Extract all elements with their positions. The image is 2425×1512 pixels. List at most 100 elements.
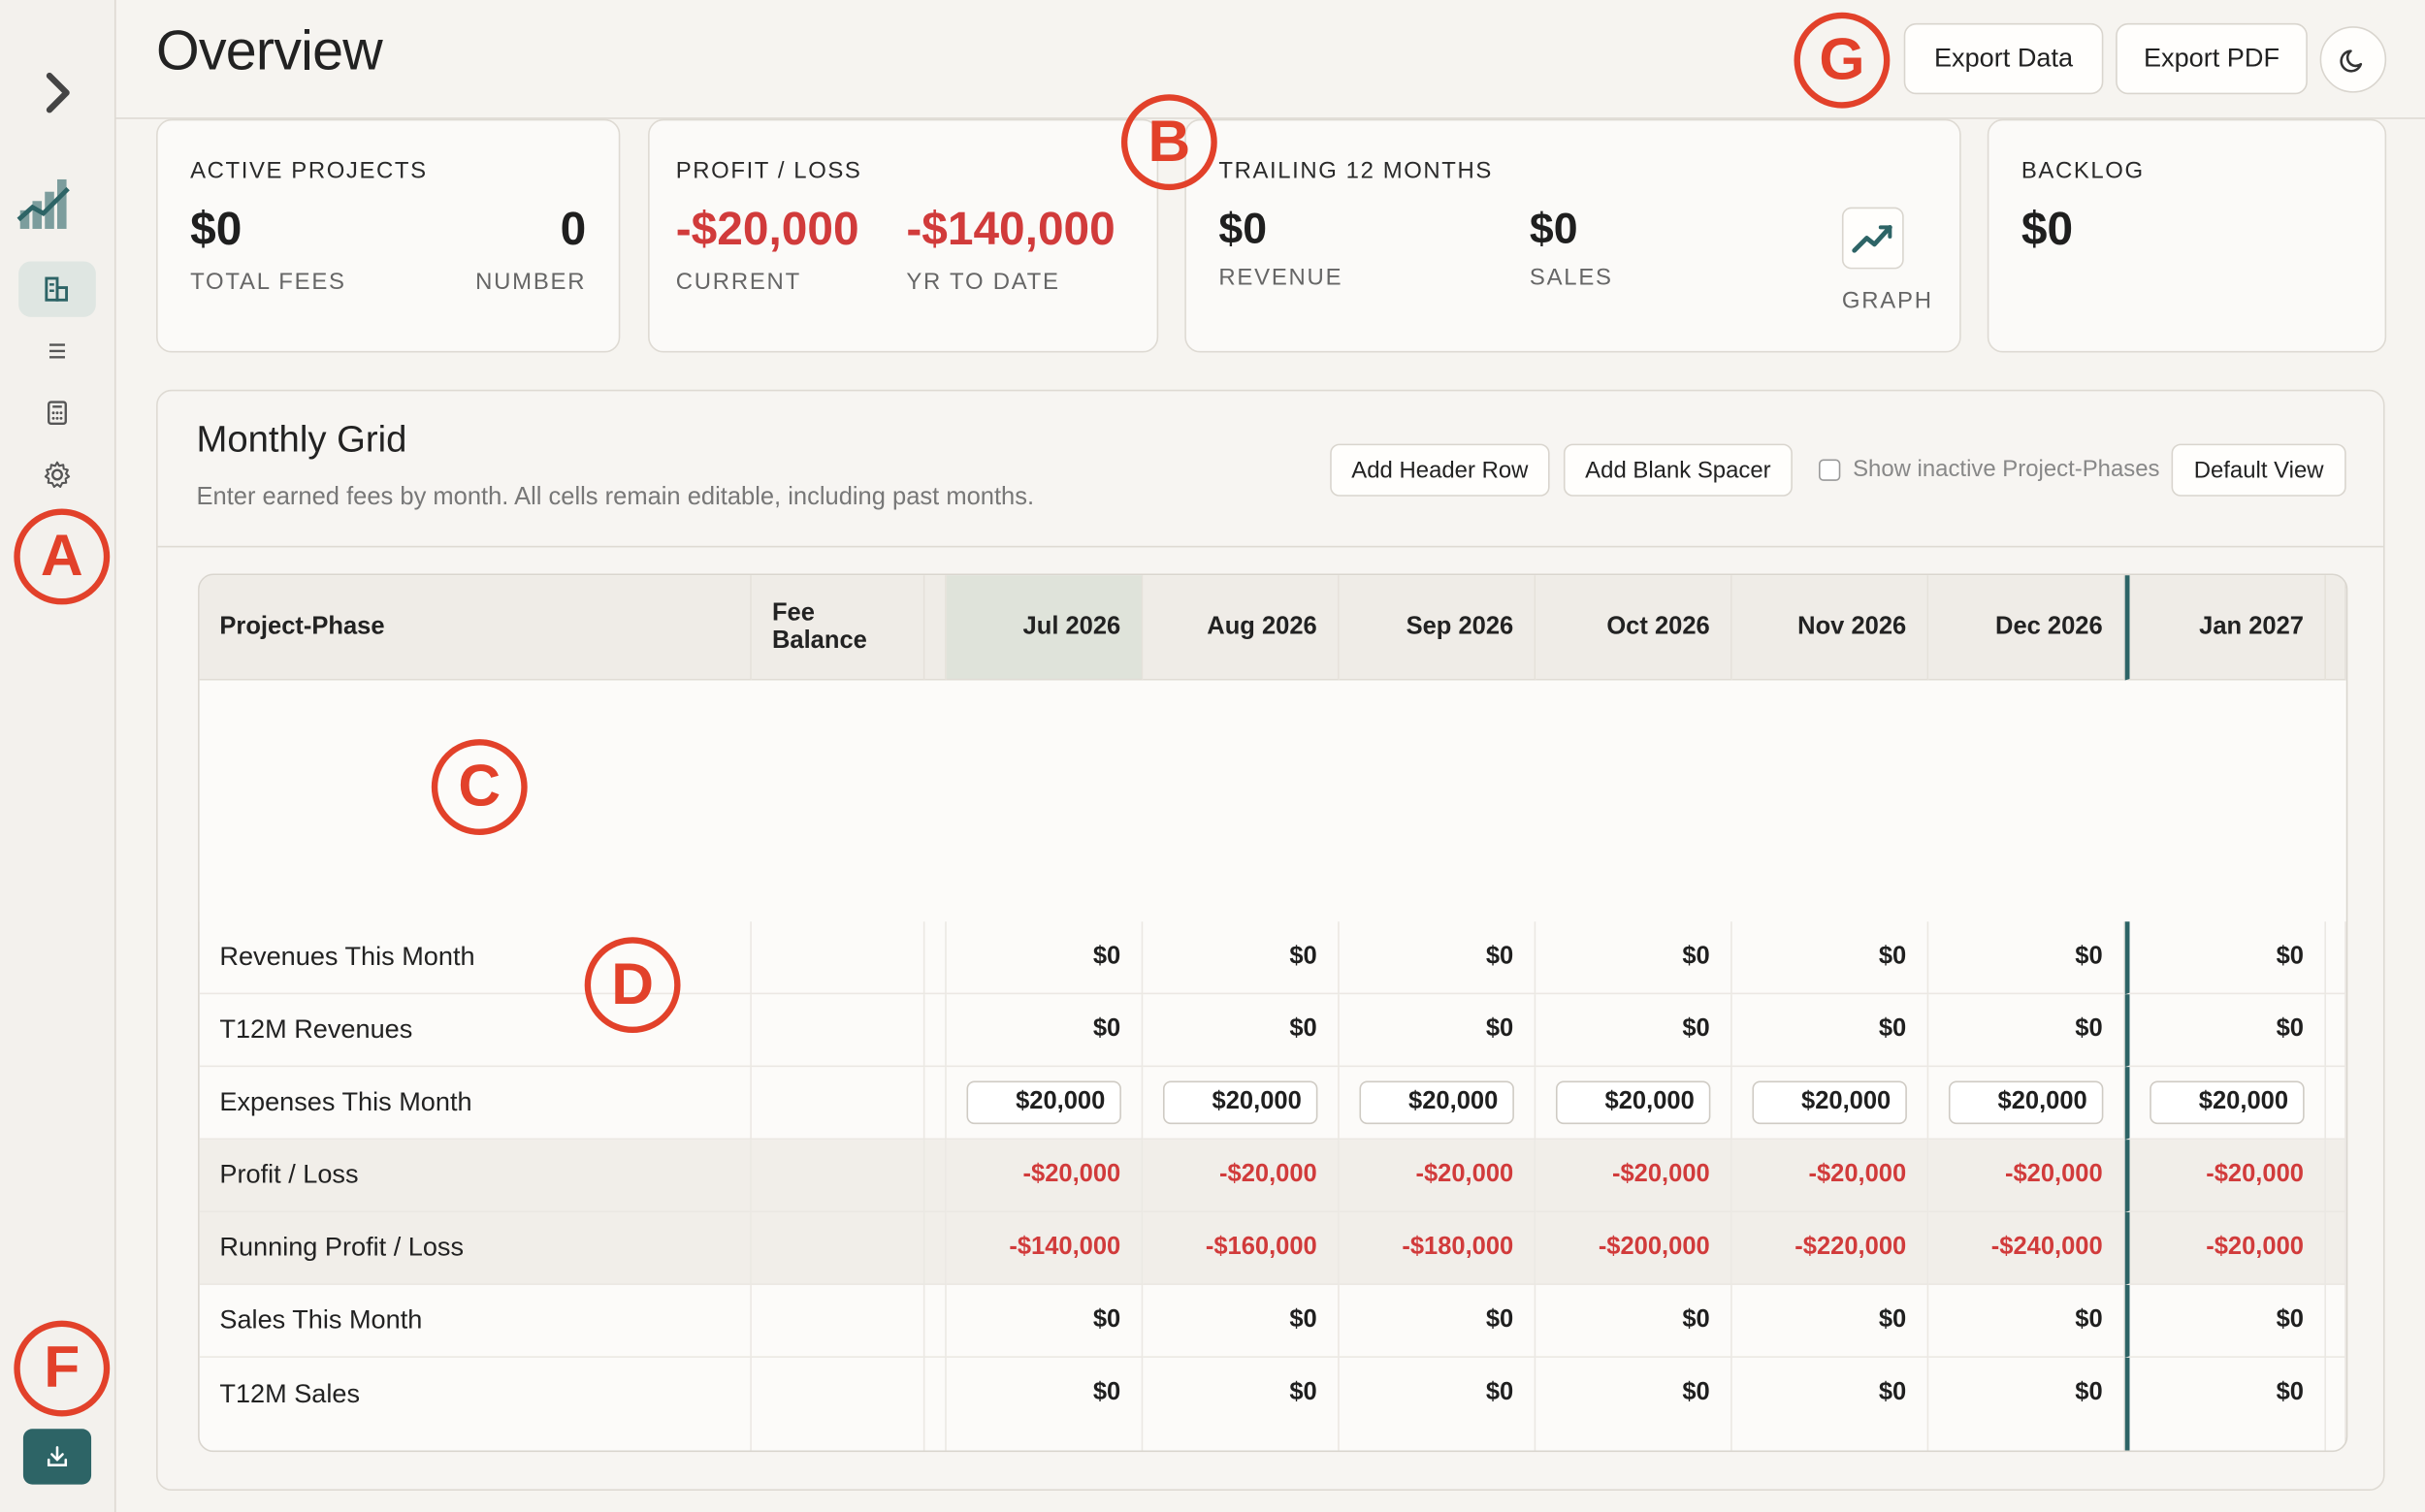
month-cell[interactable]: $0 [1339,994,1536,1068]
sidebar-item-list[interactable] [18,323,96,378]
default-view-button[interactable]: Default View [2171,443,2346,497]
grid-title: Monthly Grid [196,419,407,462]
expense-input[interactable]: $20,000 [965,1080,1121,1125]
month-cell[interactable]: $0 [1536,1357,1732,1451]
sidebar-export-button[interactable] [22,1429,92,1485]
month-cell: $20,000 [946,1067,1143,1141]
month-cell[interactable]: $0 [1731,921,1928,995]
month-cell[interactable]: -$200,000 [1535,1212,1732,1285]
column-gap [924,1140,947,1213]
export-pdf-button[interactable]: Export PDF [2116,22,2308,95]
month-cell[interactable]: $0 [1142,921,1340,995]
col-header-month[interactable]: Sep 2026 [1339,575,1536,681]
month-cell[interactable]: $0 [1927,921,2125,995]
card-backlog: BACKLOG $0 [1987,118,2387,353]
month-cell[interactable]: $0 [2124,1357,2326,1451]
current-profit-value: -$20,000 [675,204,859,256]
month-cell[interactable]: $0 [1928,1357,2125,1451]
expense-input[interactable]: $20,000 [1555,1080,1710,1125]
expense-input[interactable]: $20,000 [1162,1080,1317,1125]
grid-row: Profit / Loss -$20,000 -$20,000 -$20,000 -$2… [199,1140,2346,1213]
col-header-month[interactable]: Dec 2026 [1927,575,2125,681]
month-cell[interactable]: $0 [1339,921,1536,995]
month-cell[interactable]: $0 [946,1357,1143,1451]
month-cell[interactable]: -$20,000 [2124,1212,2326,1285]
expense-input[interactable]: $20,000 [2149,1080,2304,1125]
month-cell: $20,000 [1535,1067,1732,1141]
card-title: BACKLOG [2021,157,2145,184]
sidebar-item-dashboard[interactable] [18,261,96,317]
col-header-month[interactable]: Nov 2026 [1731,575,1928,681]
expand-sidebar-chevron-icon[interactable] [37,68,81,117]
month-cell[interactable]: $0 [946,921,1143,995]
month-cell[interactable]: -$20,000 [1142,1140,1340,1213]
month-cell[interactable]: -$20,000 [2124,1140,2326,1213]
month-cell[interactable]: -$160,000 [1142,1212,1340,1285]
fee-balance-cell [752,994,925,1068]
month-cell[interactable]: $0 [1143,1357,1340,1451]
project-count-value: 0 [560,204,587,256]
expense-input[interactable]: $20,000 [1751,1080,1907,1125]
sidebar-item-settings[interactable] [18,447,96,502]
row-label: T12M Sales [200,1357,753,1451]
expense-input[interactable]: $20,000 [1358,1080,1514,1125]
month-cell[interactable]: $0 [1142,994,1340,1068]
grid-row: T12M Sales $0 $0 $0 $0 $0 $0 $0 [200,1357,2346,1451]
ytd-profit-label: YR TO DATE [906,269,1060,296]
month-cell[interactable]: $0 [1731,994,1928,1068]
month-cell[interactable]: $0 [1339,1284,1536,1358]
grid-subtitle: Enter earned fees by month. All cells re… [196,484,1035,511]
show-inactive-label: Show inactive Project-Phases [1853,456,2160,483]
month-cell[interactable]: -$20,000 [946,1140,1143,1213]
expense-input[interactable]: $20,000 [1948,1080,2103,1125]
month-cell[interactable]: $0 [2124,921,2326,995]
page-title: Overview [156,18,383,82]
month-cell[interactable]: $0 [946,994,1143,1068]
list-icon [49,343,65,359]
col-header-project-phase[interactable]: Project-Phase [199,575,753,681]
graph-label: GRAPH [1841,287,1933,314]
show-inactive-toggle[interactable]: Show inactive Project-Phases [1819,456,2159,482]
month-cell[interactable]: -$20,000 [1731,1140,1928,1213]
month-cell[interactable]: -$240,000 [1927,1212,2125,1285]
column-gap [924,921,947,995]
col-header-month[interactable]: Jan 2027 [2124,575,2326,681]
col-header-fee-balance[interactable]: Fee Balance [752,575,925,681]
month-cell[interactable]: $0 [946,1284,1143,1358]
col-header-month[interactable]: Aug 2026 [1142,575,1340,681]
month-cell[interactable]: $0 [1731,1284,1928,1358]
month-cell[interactable]: $0 [1731,1357,1928,1451]
month-cell[interactable]: $0 [1535,921,1732,995]
grid-header-divider [157,545,2383,548]
row-label: Expenses This Month [199,1067,753,1141]
month-cell[interactable]: -$140,000 [946,1212,1143,1285]
theme-toggle-button[interactable] [2319,26,2387,93]
card-title: TRAILING 12 MONTHS [1218,157,1493,184]
graph-button[interactable] [1841,207,1904,270]
month-cell: $20,000 [1927,1067,2125,1141]
month-cell[interactable]: $0 [1535,1284,1732,1358]
month-cell[interactable]: $0 [2124,1284,2326,1358]
export-data-button[interactable]: Export Data [1903,22,2104,95]
col-header-month[interactable]: Jul 2026 [946,575,1143,681]
add-blank-spacer-button[interactable]: Add Blank Spacer [1563,443,1793,497]
month-cell[interactable]: -$20,000 [1927,1140,2125,1213]
month-cell[interactable]: -$20,000 [1339,1140,1536,1213]
col-header-month[interactable]: Oct 2026 [1535,575,1732,681]
card-title: PROFIT / LOSS [675,157,862,184]
column-gap [2325,1067,2346,1141]
month-cell[interactable]: -$180,000 [1339,1212,1536,1285]
show-inactive-checkbox[interactable] [1819,458,1841,481]
add-header-row-button[interactable]: Add Header Row [1330,443,1550,497]
sales-value: $0 [1529,204,1578,252]
month-cell[interactable]: $0 [1142,1284,1340,1358]
month-cell[interactable]: $0 [1927,1284,2125,1358]
month-cell[interactable]: $0 [1535,994,1732,1068]
month-cell[interactable]: $0 [1339,1357,1536,1451]
month-cell[interactable]: -$220,000 [1731,1212,1928,1285]
month-cell[interactable]: -$20,000 [1535,1140,1732,1213]
sidebar-item-calculator[interactable] [18,385,96,440]
column-gap [2325,575,2346,681]
month-cell[interactable]: $0 [2124,994,2326,1068]
month-cell[interactable]: $0 [1927,994,2125,1068]
